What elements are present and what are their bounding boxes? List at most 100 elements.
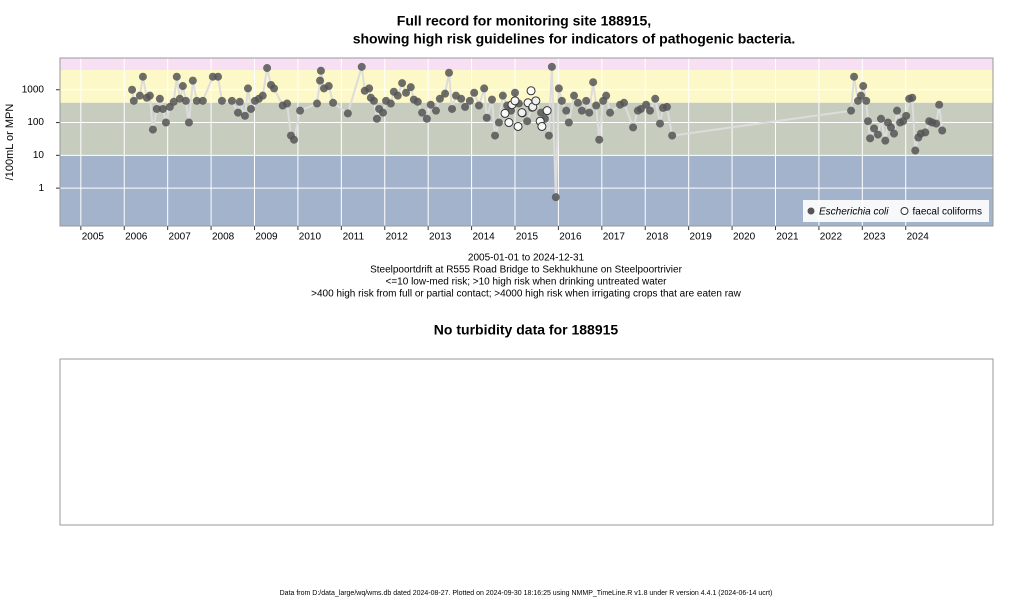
- data-point: [369, 96, 378, 105]
- data-point: [857, 91, 866, 100]
- data-point: [198, 96, 207, 105]
- data-point: [129, 96, 138, 105]
- data-point: [474, 101, 483, 110]
- data-point: [158, 104, 167, 113]
- data-point: [866, 134, 875, 143]
- data-point: [564, 118, 573, 127]
- data-point: [234, 108, 243, 117]
- data-point: [148, 125, 157, 134]
- data-point: [523, 117, 532, 126]
- legend-marker: [807, 207, 815, 215]
- data-point: [426, 100, 435, 109]
- x-tick-label: 2010: [299, 232, 322, 243]
- data-point: [235, 97, 244, 106]
- data-point: [422, 114, 431, 123]
- data-point: [316, 66, 325, 75]
- data-point: [908, 93, 917, 102]
- data-point: [155, 94, 164, 103]
- data-point: [192, 96, 201, 105]
- data-point: [178, 82, 187, 91]
- data-point: [470, 88, 479, 97]
- data-point: [932, 119, 941, 128]
- note: Steelpoortdrift at R555 Road Bridge to S…: [370, 265, 683, 276]
- chart-title: Full record for monitoring site 188915,: [397, 13, 651, 29]
- data-point: [510, 88, 519, 97]
- data-point: [517, 108, 527, 118]
- x-tick-label: 2024: [907, 232, 930, 243]
- data-point: [656, 119, 665, 128]
- data-point: [494, 118, 503, 127]
- data-point: [184, 118, 193, 127]
- data-point: [379, 108, 388, 117]
- x-tick-label: 2015: [516, 232, 539, 243]
- data-point: [324, 82, 333, 91]
- data-point: [482, 113, 491, 122]
- data-point: [921, 128, 930, 137]
- chart-title: showing high risk guidelines for indicat…: [353, 31, 796, 47]
- data-point: [247, 104, 256, 113]
- data-point: [862, 96, 871, 105]
- data-point: [893, 106, 902, 115]
- data-point: [662, 102, 671, 111]
- data-point: [886, 123, 895, 132]
- data-point: [418, 108, 427, 117]
- data-point: [668, 131, 677, 140]
- data-point: [169, 97, 178, 106]
- footer: Data from D:/data_large/wq/wms.db dated …: [280, 590, 773, 597]
- data-point: [343, 109, 352, 118]
- data-point: [465, 96, 474, 105]
- data-point: [217, 96, 226, 105]
- data-point: [406, 83, 415, 92]
- data-point: [181, 96, 190, 105]
- data-point: [911, 146, 920, 155]
- plot-border: [59, 57, 994, 227]
- data-point: [296, 106, 305, 115]
- x-tick-label: 2020: [733, 232, 756, 243]
- data-point: [135, 91, 144, 100]
- data-point: [270, 84, 279, 93]
- data-point: [172, 72, 181, 81]
- data-point: [562, 106, 571, 115]
- data-point: [487, 95, 496, 104]
- data-point: [876, 114, 885, 123]
- data-point: [863, 117, 872, 126]
- data-point: [313, 99, 322, 108]
- data-point: [243, 84, 252, 93]
- data-point: [592, 101, 601, 110]
- data-point: [214, 72, 223, 81]
- legend-label: Escherichia coli: [819, 207, 889, 218]
- x-tick-label: 2023: [863, 232, 886, 243]
- data-point: [573, 98, 582, 107]
- x-tick-label: 2006: [125, 232, 148, 243]
- note: 2005-01-01 to 2024-12-31: [468, 253, 585, 264]
- legend-box: [803, 200, 989, 222]
- data-point: [585, 108, 594, 117]
- data-point: [570, 91, 579, 100]
- plot-area: 2005 2006 2007 2008 2009 2010 2011 2012 2013 2014…: [22, 57, 994, 243]
- data-point: [263, 64, 272, 73]
- data-point: [316, 76, 325, 85]
- y-tick-label: 1000: [22, 84, 45, 95]
- data-point: [589, 78, 598, 87]
- data-point: [651, 94, 660, 103]
- panel-title: No turbidity data for 188915: [434, 322, 619, 338]
- data-point: [537, 121, 547, 131]
- data-point: [602, 91, 611, 100]
- data-point: [526, 86, 536, 96]
- data-point: [606, 108, 615, 117]
- x-tick-label: 2005: [82, 232, 105, 243]
- data-point: [227, 96, 236, 105]
- data-point: [431, 106, 440, 115]
- data-point: [544, 131, 553, 140]
- legend-label: faecal coliforms: [912, 207, 981, 218]
- risk-band: [60, 58, 993, 71]
- data-point: [491, 131, 500, 140]
- data-point: [402, 88, 411, 97]
- x-tick-label: 2022: [820, 232, 843, 243]
- data-point: [398, 79, 407, 88]
- data-point: [283, 99, 292, 108]
- note: >400 high risk from full or partial cont…: [311, 289, 741, 300]
- data-point: [435, 94, 444, 103]
- data-point: [557, 96, 566, 105]
